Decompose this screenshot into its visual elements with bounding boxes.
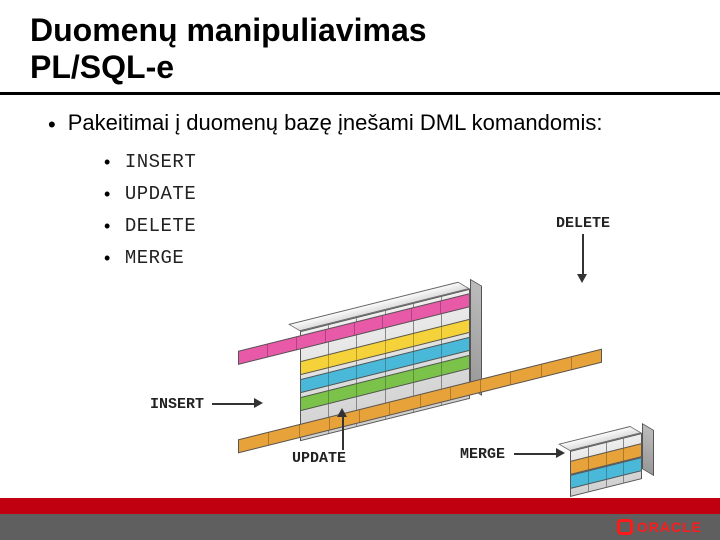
row-green [300,355,470,411]
sub-bullet: • MERGE [104,247,680,269]
merge-row-cyan [570,457,642,489]
sub-bullet-text: INSERT [125,151,196,173]
insert-label: INSERT [150,396,204,413]
row-orange [238,349,602,454]
oracle-o-icon [617,519,633,535]
title-line-2: PL/SQL-e [30,49,174,85]
insert-arrowhead-icon [254,398,263,408]
main-bullet-text: Pakeitimai į duomenų bazę įnešami DML ko… [68,109,603,140]
insert-arrow [212,403,256,405]
merge-arrowhead-icon [556,448,565,458]
bullet-dot-icon: • [104,248,111,269]
oracle-logo-text: ORACLE [637,519,702,535]
update-label: UPDATE [292,450,346,467]
merge-block [570,433,642,497]
sub-bullet: • UPDATE [104,183,680,205]
footer-red-bar [0,498,720,514]
sub-bullet-list: • INSERT • UPDATE • DELETE • MERGE [48,151,680,269]
bullet-dot-icon: • [48,111,56,140]
slide-footer: ORACLE [0,498,720,540]
sub-bullet: • INSERT [104,151,680,173]
footer-grey-bar: ORACLE [0,514,720,540]
row-yellow [300,319,470,375]
merge-arrow [514,453,558,455]
sub-bullet-text: DELETE [125,215,196,237]
row-magenta [238,293,470,365]
bullet-dot-icon: • [104,152,111,173]
main-table-block [300,289,470,441]
update-arrow [342,416,344,450]
merge-row-orange [570,443,642,475]
main-bullet: • Pakeitimai į duomenų bazę įnešami DML … [48,109,680,140]
sub-bullet: • DELETE [104,215,680,237]
bullet-dot-icon: • [104,216,111,237]
row-cyan [300,337,470,393]
title-line-1: Duomenų manipuliavimas [30,12,427,48]
update-arrowhead-icon [337,408,347,417]
sub-bullet-text: UPDATE [125,183,196,205]
delete-arrowhead-icon [577,274,587,283]
slide-title: Duomenų manipuliavimas PL/SQL-e [0,0,720,95]
oracle-logo: ORACLE [617,519,702,535]
sub-bullet-text: MERGE [125,247,185,269]
bullet-dot-icon: • [104,184,111,205]
merge-label: MERGE [460,446,505,463]
slide-content: • Pakeitimai į duomenų bazę įnešami DML … [0,95,720,270]
